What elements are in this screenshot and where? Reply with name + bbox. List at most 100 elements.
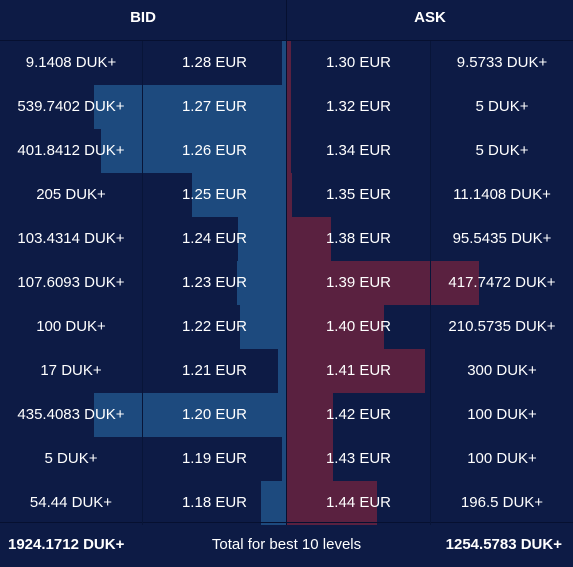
order-row[interactable]: 103.4314 DUK+ 1.24 EUR 1.38 EUR 95.5435 DUK… bbox=[0, 217, 573, 261]
column-divider bbox=[430, 393, 431, 437]
bid-quantity: 205 DUK+ bbox=[36, 186, 106, 203]
total-label: Total for best 10 levels bbox=[211, 536, 362, 553]
bid-depth-bar bbox=[238, 217, 286, 261]
header-divider bbox=[286, 0, 287, 40]
bid-price: 1.20 EUR bbox=[181, 406, 248, 423]
ask-depth-bar bbox=[287, 41, 292, 85]
bid-depth-bar bbox=[281, 41, 286, 85]
ask-depth-bar bbox=[287, 173, 293, 217]
bid-price: 1.22 EUR bbox=[181, 318, 248, 335]
order-row[interactable]: 54.44 DUK+ 1.18 EUR 1.44 EUR 196.5 DUK+ bbox=[0, 481, 573, 525]
column-divider bbox=[142, 129, 143, 173]
order-row[interactable]: 539.7402 DUK+ 1.27 EUR 1.32 EUR 5 DUK+ bbox=[0, 85, 573, 129]
bid-total: 1924.1712 DUK+ bbox=[8, 536, 125, 553]
bid-depth-bar bbox=[101, 129, 286, 173]
bid-quantity: 401.8412 DUK+ bbox=[17, 142, 125, 159]
ask-quantity: 5 DUK+ bbox=[475, 142, 529, 159]
ask-price: 1.38 EUR bbox=[325, 230, 392, 247]
ask-price: 1.39 EUR bbox=[325, 274, 392, 291]
column-divider bbox=[142, 217, 143, 261]
bid-ask-divider bbox=[286, 41, 287, 85]
column-divider bbox=[430, 261, 431, 305]
ask-depth-bar bbox=[287, 217, 331, 261]
bid-ask-divider bbox=[286, 173, 287, 217]
column-divider bbox=[142, 41, 143, 85]
bid-quantity: 107.6093 DUK+ bbox=[17, 274, 125, 291]
bid-depth-bar bbox=[94, 85, 286, 129]
ask-price: 1.40 EUR bbox=[325, 318, 392, 335]
bid-depth-bar bbox=[260, 481, 286, 525]
bid-depth-bar bbox=[240, 305, 286, 349]
order-row[interactable]: 9.1408 DUK+ 1.28 EUR 1.30 EUR 9.5733 DUK+ bbox=[0, 41, 573, 85]
bid-price: 1.23 EUR bbox=[181, 274, 248, 291]
bid-ask-divider bbox=[286, 261, 287, 305]
ask-depth-bar bbox=[287, 305, 384, 349]
column-divider bbox=[430, 129, 431, 173]
bid-depth-bar bbox=[278, 349, 286, 393]
bid-ask-divider bbox=[286, 85, 287, 129]
column-divider bbox=[430, 173, 431, 217]
ask-depth-bar bbox=[287, 261, 479, 305]
bid-depth-bar bbox=[236, 261, 286, 305]
column-divider bbox=[142, 349, 143, 393]
bid-ask-divider bbox=[286, 393, 287, 437]
column-divider bbox=[142, 305, 143, 349]
ask-quantity: 11.1408 DUK+ bbox=[453, 186, 551, 203]
ask-quantity: 210.5735 DUK+ bbox=[448, 318, 556, 335]
bid-ask-divider bbox=[286, 437, 287, 481]
order-row[interactable]: 17 DUK+ 1.21 EUR 1.41 EUR 300 DUK+ bbox=[0, 349, 573, 393]
bid-ask-divider bbox=[286, 349, 287, 393]
order-book-footer: 1924.1712 DUK+ Total for best 10 levels … bbox=[0, 522, 573, 563]
bid-ask-divider bbox=[286, 217, 287, 261]
order-row[interactable]: 205 DUK+ 1.25 EUR 1.35 EUR 11.1408 DUK+ bbox=[0, 173, 573, 217]
column-divider bbox=[142, 261, 143, 305]
column-divider bbox=[142, 393, 143, 437]
ask-depth-bar bbox=[287, 393, 333, 437]
bid-depth-bar bbox=[191, 173, 286, 217]
bid-quantity: 54.44 DUK+ bbox=[29, 494, 113, 511]
order-row[interactable]: 5 DUK+ 1.19 EUR 1.43 EUR 100 DUK+ bbox=[0, 437, 573, 481]
order-row[interactable]: 435.4083 DUK+ 1.20 EUR 1.42 EUR 100 DUK+ bbox=[0, 393, 573, 437]
ask-depth-bar bbox=[287, 349, 425, 393]
column-divider bbox=[430, 217, 431, 261]
order-row[interactable]: 100 DUK+ 1.22 EUR 1.40 EUR 210.5735 DUK+ bbox=[0, 305, 573, 349]
column-divider bbox=[142, 173, 143, 217]
bid-ask-divider bbox=[286, 481, 287, 525]
bid-ask-divider bbox=[286, 305, 287, 349]
order-row[interactable]: 401.8412 DUK+ 1.26 EUR 1.34 EUR 5 DUK+ bbox=[0, 129, 573, 173]
order-book-rows: 9.1408 DUK+ 1.28 EUR 1.30 EUR 9.5733 DUK+ 53… bbox=[0, 41, 573, 525]
bid-price: 1.26 EUR bbox=[181, 142, 248, 159]
bid-quantity: 5 DUK+ bbox=[44, 450, 98, 467]
ask-quantity: 417.7472 DUK+ bbox=[448, 274, 556, 291]
bid-price: 1.27 EUR bbox=[181, 98, 248, 115]
order-book-header: BID ASK bbox=[0, 0, 573, 41]
ask-price: 1.42 EUR bbox=[325, 406, 392, 423]
bid-price: 1.19 EUR bbox=[181, 450, 248, 467]
column-divider bbox=[430, 85, 431, 129]
ask-price: 1.44 EUR bbox=[325, 494, 392, 511]
ask-quantity: 300 DUK+ bbox=[467, 362, 537, 379]
column-divider bbox=[430, 305, 431, 349]
ask-price: 1.43 EUR bbox=[325, 450, 392, 467]
ask-quantity: 100 DUK+ bbox=[467, 406, 537, 423]
ask-depth-bar bbox=[287, 85, 291, 129]
column-divider bbox=[430, 481, 431, 525]
ask-price: 1.32 EUR bbox=[325, 98, 392, 115]
order-row[interactable]: 107.6093 DUK+ 1.23 EUR 1.39 EUR 417.7472 DU… bbox=[0, 261, 573, 305]
ask-price: 1.34 EUR bbox=[325, 142, 392, 159]
ask-total: 1254.5783 DUK+ bbox=[445, 536, 562, 553]
ask-quantity: 100 DUK+ bbox=[467, 450, 537, 467]
column-divider bbox=[142, 481, 143, 525]
column-divider bbox=[430, 41, 431, 85]
ask-column-header: ASK bbox=[414, 9, 446, 26]
ask-quantity: 5 DUK+ bbox=[475, 98, 529, 115]
bid-depth-bar bbox=[282, 437, 286, 481]
bid-depth-bar bbox=[94, 393, 286, 437]
bid-ask-divider bbox=[286, 129, 287, 173]
bid-quantity: 539.7402 DUK+ bbox=[17, 98, 125, 115]
column-divider bbox=[142, 85, 143, 129]
bid-quantity: 100 DUK+ bbox=[36, 318, 106, 335]
bid-price: 1.28 EUR bbox=[181, 54, 248, 71]
ask-price: 1.30 EUR bbox=[325, 54, 392, 71]
ask-depth-bar bbox=[287, 129, 291, 173]
